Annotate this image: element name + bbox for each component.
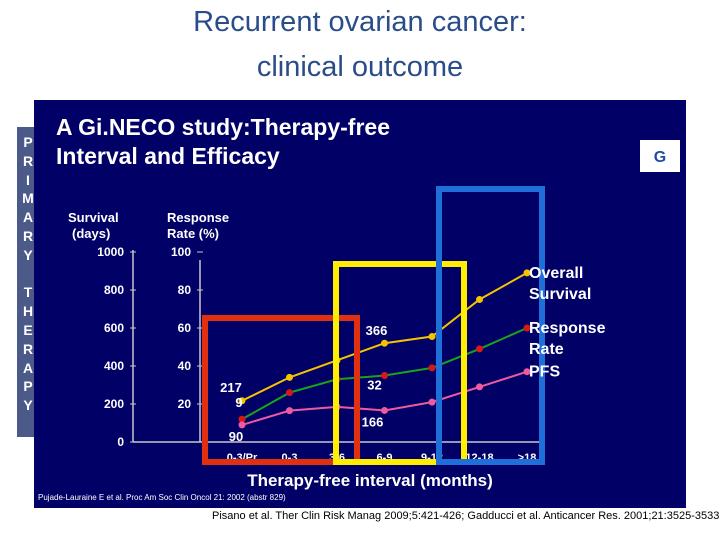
data-label: 366 <box>366 323 388 338</box>
legend-label: PFS <box>529 364 560 381</box>
sidebar-letter: M <box>22 190 34 207</box>
left-axis-tick-label: 1000 <box>97 245 124 259</box>
sidebar-letter: R <box>22 228 34 244</box>
sidebar-letter: Y <box>23 246 33 263</box>
chart-panel: A Gi.NECO study:Therapy-free Interval an… <box>34 100 686 508</box>
highlight-box-blue <box>436 186 545 465</box>
data-point <box>238 397 246 405</box>
left-axis-tick-label: 800 <box>104 283 124 297</box>
sidebar-letter: R <box>22 340 34 357</box>
sidebar-letter: P <box>23 378 33 395</box>
data-point <box>428 398 436 406</box>
data-point <box>476 296 483 303</box>
chart-title-line-2: Interval and Efficacy <box>56 143 280 169</box>
slide-title-line-2: clinical outcome <box>256 51 464 83</box>
right-axis-label-line-2: Rate (%) <box>167 226 219 241</box>
chart-title-line-1: A Gi.NECO study:Therapy-free <box>56 114 390 140</box>
sidebar-letter: I <box>26 171 30 188</box>
right-axis-tick-label: 20 <box>178 397 192 411</box>
highlight-box-yellow <box>333 261 467 465</box>
data-point <box>238 421 246 429</box>
sidebar-letter: E <box>23 322 33 338</box>
sidebar-letter: T <box>23 284 33 301</box>
data-point <box>523 269 531 277</box>
data-point <box>381 406 388 414</box>
data-point <box>476 345 483 353</box>
left-axis-tick-label: 200 <box>104 397 124 411</box>
sidebar-letter: P <box>23 134 33 150</box>
left-axis-tick-label: 400 <box>104 359 124 373</box>
left-axis-tick-label: 600 <box>104 321 124 335</box>
data-point <box>428 364 436 372</box>
chart-source-note: Pujade-Lauraine E et al. Proc Am Soc Cli… <box>38 493 286 502</box>
highlight-box-red <box>202 315 360 465</box>
data-label: 32 <box>367 378 381 393</box>
data-point <box>476 383 483 391</box>
data-point <box>381 372 388 379</box>
citation: Pisano et al. Ther Clin Risk Manag 2009;… <box>212 510 720 522</box>
legend-label: Response <box>529 320 606 337</box>
left-axis-label-line-2: (days) <box>72 226 110 241</box>
data-point <box>381 339 388 347</box>
right-axis-tick-label: 60 <box>178 321 192 335</box>
sidebar-letter: A <box>22 359 34 376</box>
data-point <box>523 368 531 376</box>
data-point <box>523 324 531 332</box>
data-point <box>286 373 293 381</box>
data-label: 90 <box>229 429 243 444</box>
sidebar-letter: Y <box>23 397 33 414</box>
chart-svg: A Gi.NECO study:Therapy-free Interval an… <box>34 100 686 508</box>
right-axis-tick-label: 100 <box>171 245 191 259</box>
data-point <box>286 389 293 397</box>
left-axis-tick-label: 0 <box>117 435 124 449</box>
data-label: 9 <box>235 395 242 410</box>
data-point <box>238 415 246 423</box>
logo-box <box>640 140 680 172</box>
sidebar-letter: R <box>22 152 34 169</box>
legend-label: Overall <box>529 265 583 282</box>
right-axis-tick-label: 40 <box>178 359 192 373</box>
x-axis-label: Therapy-free interval (months) <box>247 471 493 490</box>
data-point <box>286 407 293 415</box>
logo-text: G <box>654 149 666 166</box>
study-logo: G <box>640 140 680 172</box>
data-point <box>428 333 436 341</box>
sidebar-letter: A <box>22 209 34 226</box>
right-axis-label-line-1: Response <box>167 210 229 225</box>
data-label: 217 <box>220 380 242 395</box>
sidebar-letter: H <box>22 303 34 320</box>
legend-label: Rate <box>529 341 564 358</box>
right-axis-tick-label: 80 <box>178 283 192 297</box>
left-axis-label-line-1: Survival <box>68 210 119 225</box>
legend-label: Survival <box>529 286 591 303</box>
slide-title-line-1: Recurrent ovarian cancer: <box>193 6 527 38</box>
data-label: 166 <box>362 414 384 429</box>
